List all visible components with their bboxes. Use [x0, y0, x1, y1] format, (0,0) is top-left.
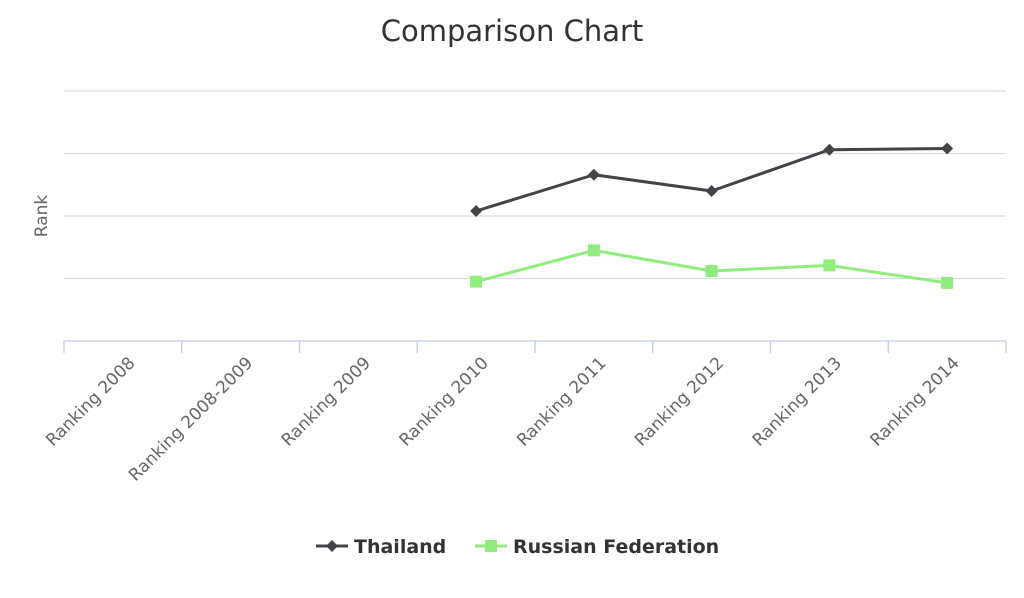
x-tick-label: Ranking 2014 — [866, 353, 963, 450]
x-tick-label: Ranking 2009 — [278, 353, 375, 450]
data-point-marker[interactable] — [470, 275, 483, 288]
data-point-marker[interactable] — [470, 205, 483, 217]
x-tick-label: Ranking 2008-2009 — [125, 353, 257, 485]
chart-title: Comparison Chart — [381, 14, 644, 48]
data-point-marker[interactable] — [941, 276, 954, 289]
data-point-marker[interactable] — [941, 142, 954, 155]
legend-item[interactable]: Russian Federation — [475, 536, 719, 558]
data-point-marker[interactable] — [587, 168, 600, 181]
legend-label: Thailand — [354, 536, 446, 558]
data-point-marker[interactable] — [705, 265, 718, 277]
x-tick-label: Ranking 2013 — [749, 353, 846, 450]
data-point-marker[interactable] — [587, 244, 600, 257]
data-point-marker[interactable] — [823, 143, 836, 156]
legend-marker — [485, 540, 497, 552]
x-tick-label: Ranking 2012 — [631, 353, 728, 450]
legend[interactable]: Thailand Russian Federation — [316, 536, 719, 558]
legend-label: Russian Federation — [513, 536, 719, 558]
legend-marker — [326, 540, 338, 552]
series-0 — [470, 142, 954, 217]
x-tick-label: Ranking 2010 — [395, 353, 492, 450]
plot-area — [470, 142, 954, 289]
x-tick-label: Ranking 2008 — [42, 353, 139, 450]
gridlines — [64, 90, 1006, 280]
series-line — [475, 147, 948, 213]
y-axis-title: Rank — [32, 195, 52, 238]
data-point-marker[interactable] — [705, 185, 718, 197]
x-tick-label: Ranking 2011 — [513, 353, 610, 450]
data-point-marker[interactable] — [823, 259, 836, 272]
series-1 — [470, 244, 954, 289]
legend-item[interactable]: Thailand — [316, 536, 446, 558]
